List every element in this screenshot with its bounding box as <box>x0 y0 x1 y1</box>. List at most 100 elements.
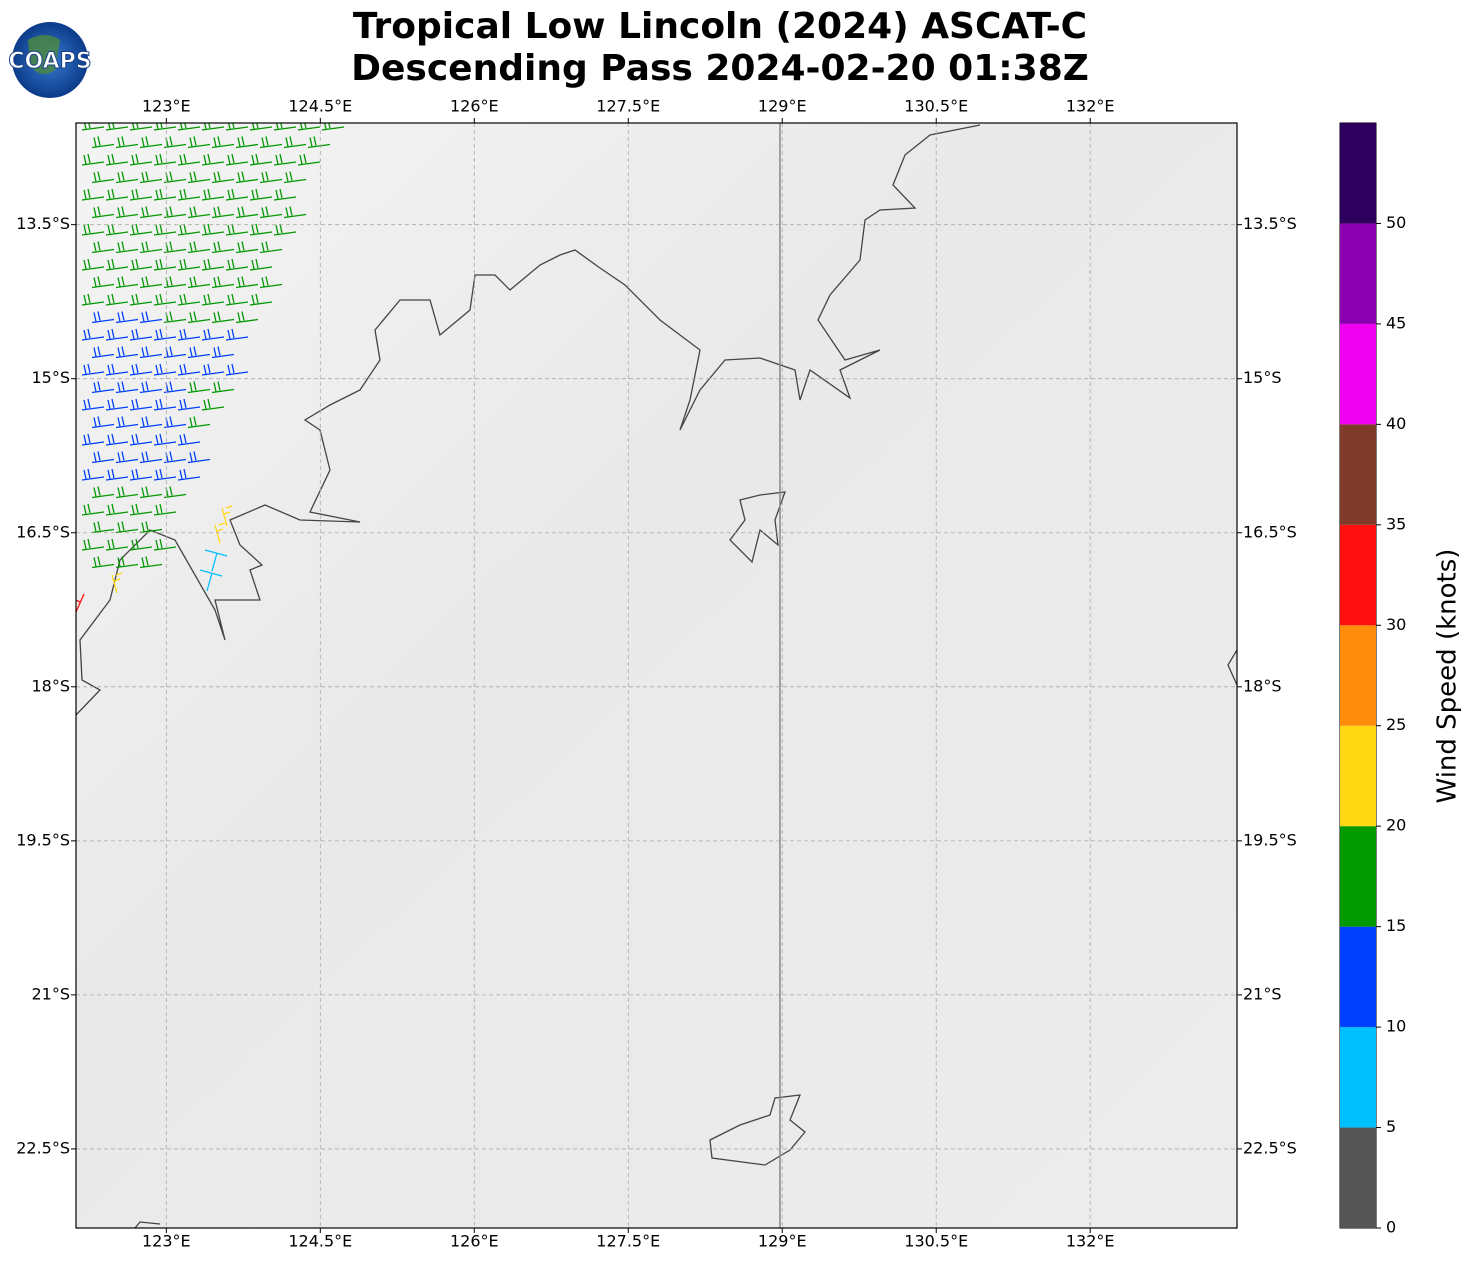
wind-barb <box>153 433 177 446</box>
wind-barb <box>115 416 139 429</box>
wind-barb <box>273 223 297 236</box>
wind-barb <box>81 328 105 341</box>
wind-barb <box>139 171 163 184</box>
wind-barb <box>201 293 225 306</box>
wind-barb <box>105 293 129 306</box>
x-tick-label: 132°E <box>1066 1232 1115 1251</box>
wind-barb <box>139 416 163 429</box>
wind-barb <box>105 258 129 271</box>
colorbar-tick-label: 5 <box>1386 1117 1396 1136</box>
wind-barb <box>139 206 163 219</box>
colorbar-segment <box>1340 725 1376 827</box>
wind-barb <box>139 346 163 359</box>
colorbar-tick-label: 40 <box>1386 414 1406 433</box>
colorbar-segment <box>1340 123 1376 224</box>
wind-barb <box>153 398 177 411</box>
colorbar-segment <box>1340 826 1376 927</box>
wind-barb <box>115 241 139 254</box>
wind-barb <box>235 311 259 324</box>
wind-barb <box>225 328 249 341</box>
wind-barb <box>249 153 273 166</box>
wind-barb <box>177 363 201 376</box>
wind-barb <box>91 276 115 289</box>
wind-barb <box>129 433 153 446</box>
wind-barb <box>105 398 129 411</box>
wind-barb <box>225 223 249 236</box>
wind-barb <box>129 468 153 481</box>
wind-barb <box>201 363 225 376</box>
wind-barb <box>115 451 139 464</box>
wind-barb <box>187 451 211 464</box>
wind-barb <box>129 188 153 201</box>
wind-barb <box>129 398 153 411</box>
wind-barb <box>81 538 105 551</box>
colorbar-segment <box>1340 424 1376 525</box>
colorbar-segment <box>1340 1027 1376 1128</box>
wind-barb <box>91 521 115 534</box>
wind-barb <box>129 293 153 306</box>
wind-barb <box>211 346 235 359</box>
wind-barb <box>249 258 273 271</box>
wind-barb <box>235 171 259 184</box>
wind-barb <box>235 206 259 219</box>
wind-barb <box>81 293 105 306</box>
wind-barb <box>91 241 115 254</box>
wind-barb <box>105 188 129 201</box>
wind-barb <box>105 223 129 236</box>
wind-barb <box>91 486 115 499</box>
wind-barb <box>187 206 211 219</box>
colorbar-segment <box>1340 323 1376 425</box>
wind-barb <box>81 258 105 271</box>
wind-barb <box>111 572 123 594</box>
wind-barb <box>201 328 225 341</box>
y-tick-label: 21°S <box>31 984 70 1003</box>
map <box>76 123 1237 1228</box>
wind-barb <box>187 346 211 359</box>
wind-barb <box>91 451 115 464</box>
wind-barb <box>91 311 115 324</box>
wind-barb <box>297 153 321 166</box>
wind-barb <box>259 171 283 184</box>
wind-barb <box>225 153 249 166</box>
wind-barb <box>129 328 153 341</box>
wind-barb <box>283 136 307 149</box>
wind-barb <box>115 206 139 219</box>
title-line: Tropical Low Lincoln (2024) ASCAT-C <box>353 6 1087 47</box>
y-tick-label: 21°S <box>1243 984 1282 1003</box>
colorbar-segment <box>1340 223 1376 324</box>
wind-barb <box>225 188 249 201</box>
x-tick-label: 130.5°E <box>904 1232 968 1251</box>
map-frame <box>75 122 1238 1229</box>
colorbar-tick-label: 25 <box>1386 715 1406 734</box>
colorbar-tick-label: 30 <box>1386 615 1406 634</box>
y-tick-label: 16.5°S <box>1243 522 1297 541</box>
wind-barb <box>201 398 225 411</box>
y-tick-label: 18°S <box>31 676 70 695</box>
colorbar-segment <box>1340 524 1376 626</box>
wind-barb <box>139 521 163 534</box>
wind-barb <box>259 241 283 254</box>
wind-barb <box>201 223 225 236</box>
wind-barb <box>225 258 249 271</box>
wind-barb <box>187 311 211 324</box>
y-tick-label: 13.5°S <box>1243 214 1297 233</box>
wind-barb <box>129 223 153 236</box>
wind-barb <box>199 569 223 592</box>
x-tick-label: 132°E <box>1066 97 1115 116</box>
y-tick-label: 15°S <box>1243 368 1282 387</box>
wind-barb <box>283 171 307 184</box>
wind-barb <box>115 486 139 499</box>
wind-barb <box>249 293 273 306</box>
colorbar-tick-label: 35 <box>1386 514 1406 533</box>
wind-barb <box>177 223 201 236</box>
x-tick-label: 130.5°E <box>904 97 968 116</box>
wind-barb <box>221 505 233 527</box>
y-tick-label: 22.5°S <box>1243 1138 1297 1157</box>
wind-barb <box>259 136 283 149</box>
wind-barb <box>81 188 105 201</box>
colorbar-label: Wind Speed (knots) <box>1433 549 1463 804</box>
island <box>709 1094 806 1166</box>
wind-barb <box>91 206 115 219</box>
x-tick-label: 129°E <box>758 97 807 116</box>
wind-barb <box>139 451 163 464</box>
